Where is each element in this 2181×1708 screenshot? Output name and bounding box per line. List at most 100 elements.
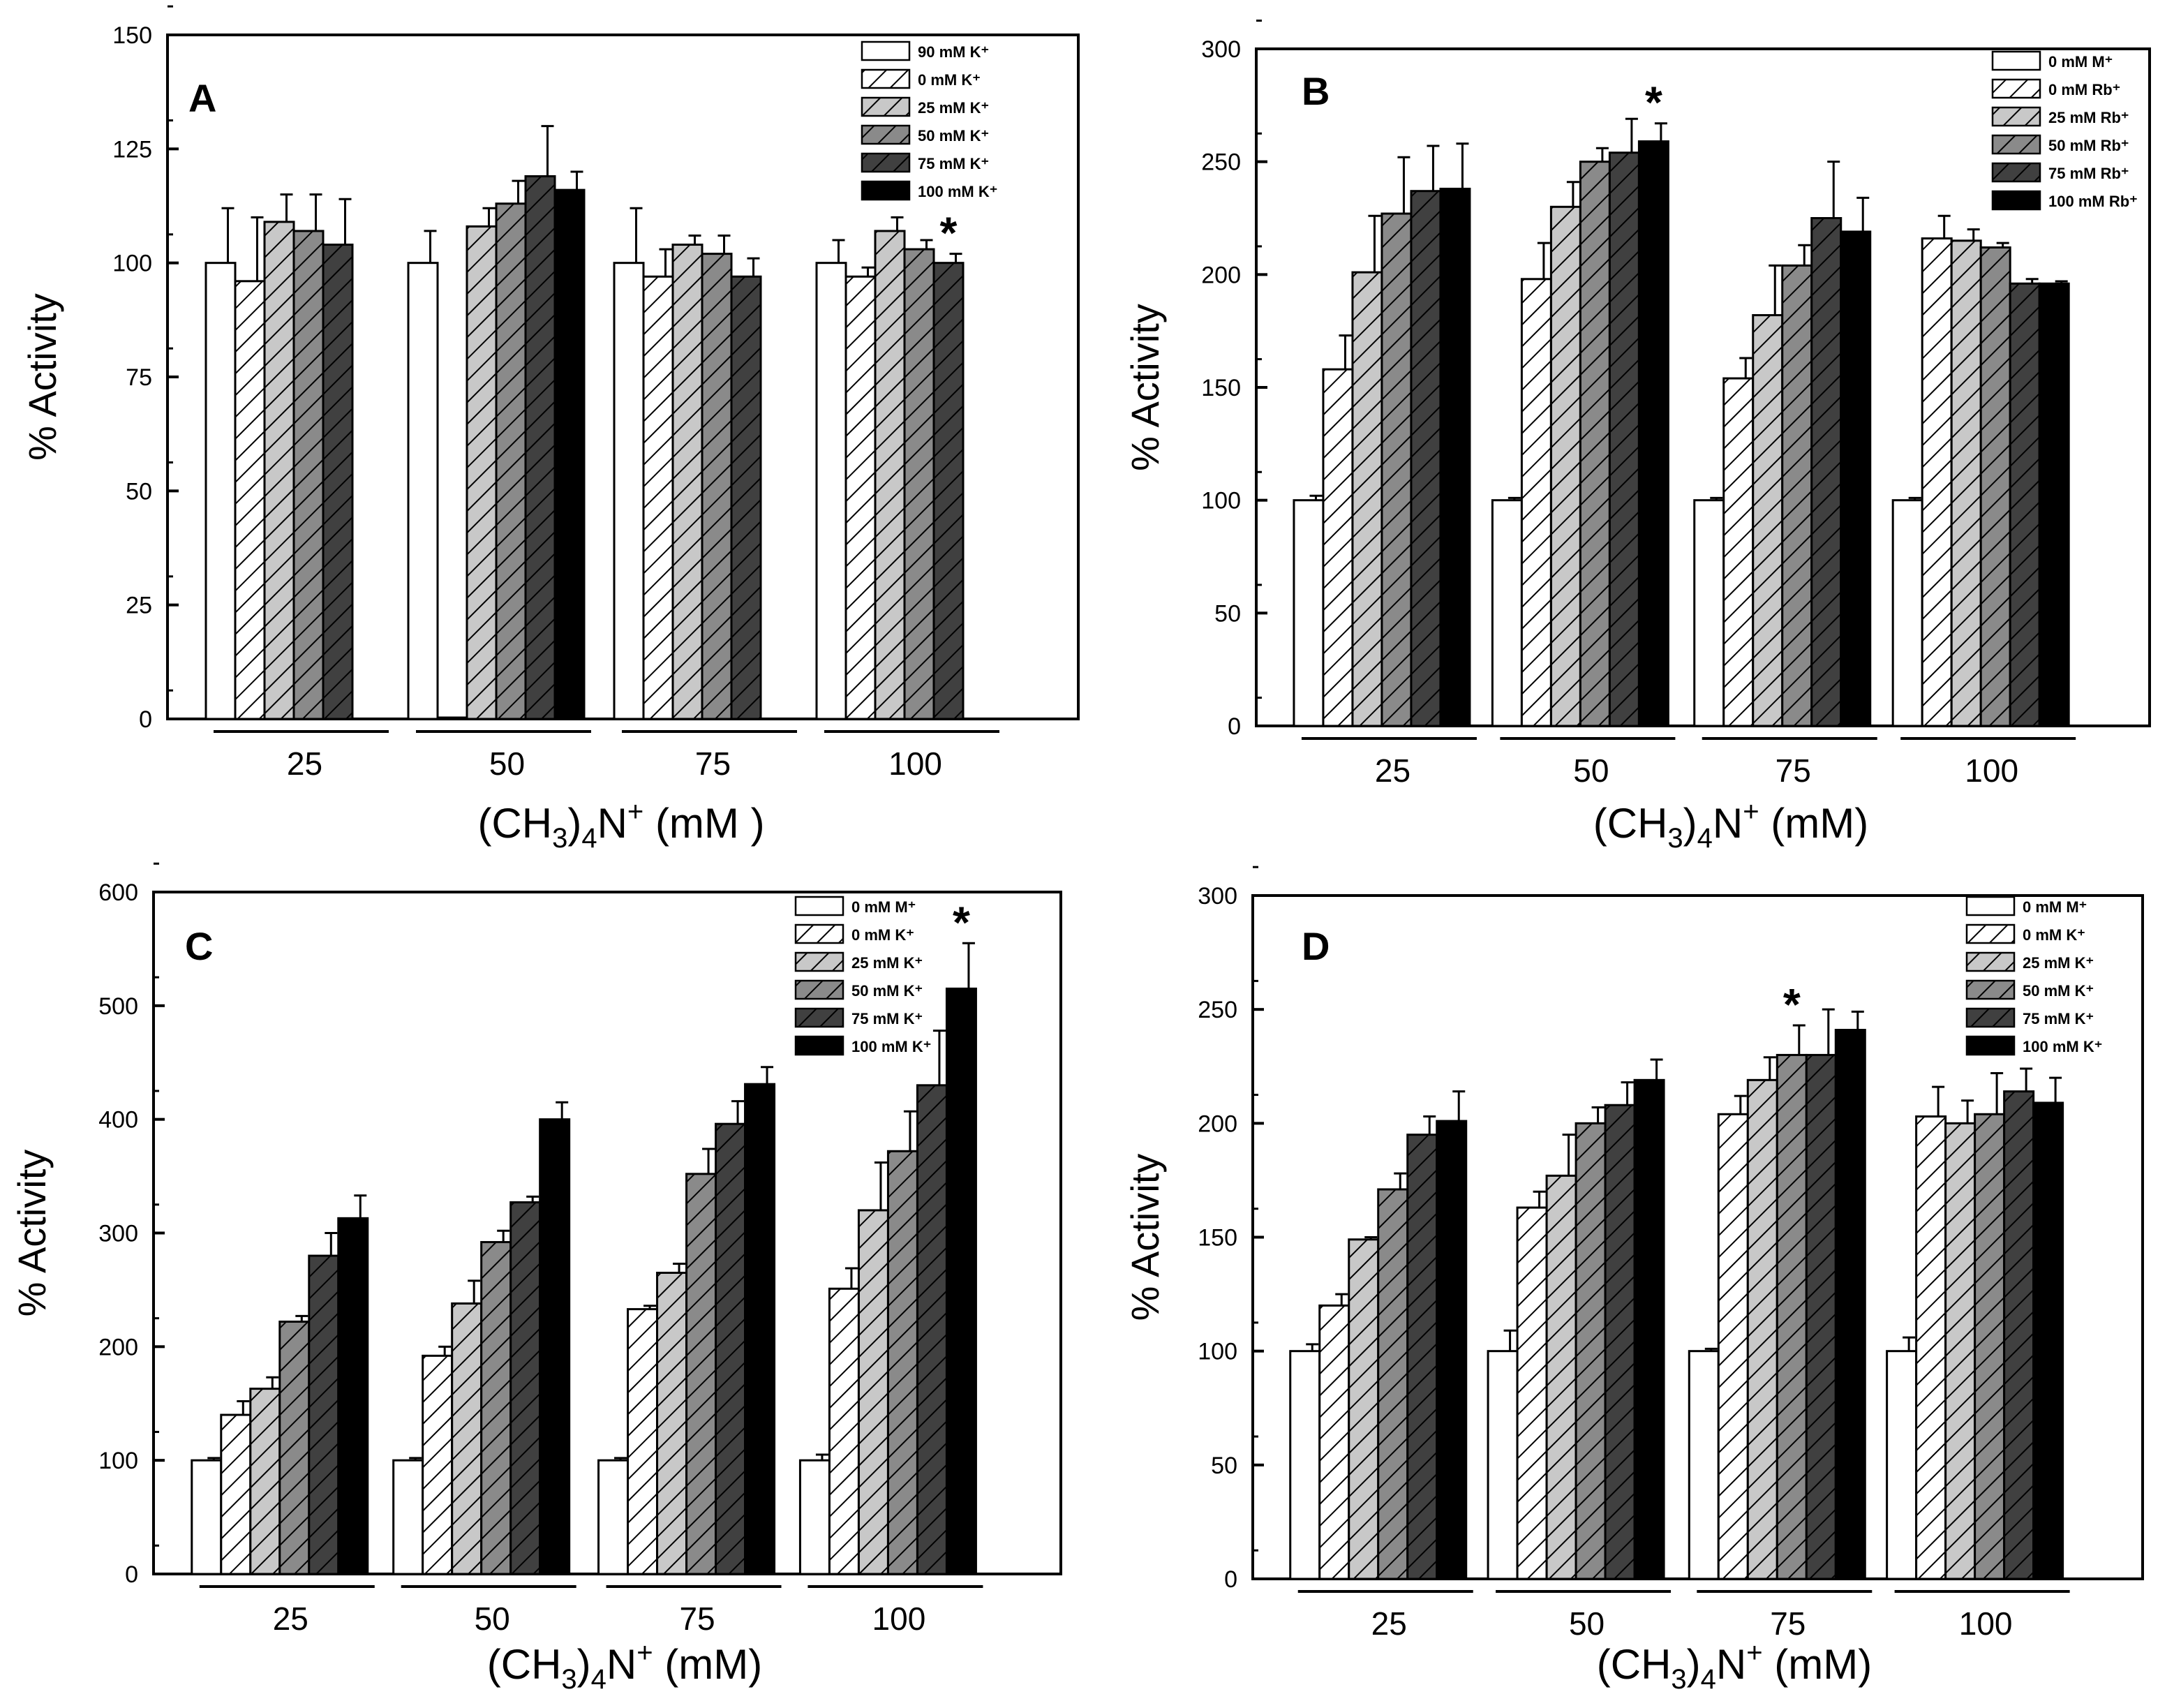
bar — [1633, 1078, 1665, 1580]
bar — [337, 1217, 369, 1575]
bar — [1377, 1188, 1409, 1580]
bar — [2038, 282, 2070, 727]
legend-swatch — [794, 1035, 844, 1056]
y-tick-label: 150 — [112, 22, 152, 49]
bar — [524, 175, 556, 720]
bar — [407, 262, 439, 720]
x-category-label: 75 — [695, 745, 731, 782]
x-axis-title: (CH3)4N+ (mM) — [1593, 796, 1868, 854]
y-tick-label: 0 — [1228, 713, 1241, 740]
bar — [874, 230, 906, 720]
x-axis-title: (CH3)4N+ (mM) — [1597, 1638, 1872, 1695]
bar — [1380, 212, 1413, 727]
x-category-label: 25 — [273, 1601, 308, 1637]
chart-panel-A: 0 25 50 75 100 125 150 A % Activity (CH3)4N+ (mM … — [20, 5, 1080, 854]
bar — [234, 280, 266, 720]
y-tick-label: 150 — [1198, 1225, 1237, 1252]
bar — [1776, 1053, 1808, 1580]
bar — [1604, 1104, 1636, 1580]
y-tick-label: 300 — [98, 1221, 138, 1247]
bar — [509, 1201, 542, 1575]
legend-swatch — [1965, 979, 2016, 1000]
y-tick-label: 300 — [1201, 36, 1241, 63]
bar — [730, 275, 762, 720]
legend-label: 0 mM Rb⁺ — [2048, 81, 2120, 98]
bar — [1579, 161, 1611, 727]
bar — [597, 1459, 630, 1575]
x-category-label: 100 — [888, 745, 942, 782]
y-tick-label: 100 — [98, 1448, 138, 1474]
bar — [1950, 239, 1982, 727]
legend-swatch — [1965, 951, 2016, 972]
legend-label: 100 mM K⁺ — [918, 183, 997, 200]
legend-swatch — [1965, 923, 2016, 944]
bar — [1549, 205, 1581, 727]
bar — [2003, 1090, 2035, 1580]
y-axis-title: % Activity — [20, 293, 64, 461]
bar — [1834, 1029, 1866, 1580]
y-tick-label: 0 — [125, 1561, 138, 1588]
y-tick-label: 50 — [1211, 1453, 1237, 1479]
x-category-label: 25 — [1371, 1605, 1407, 1642]
legend-label: 75 mM K⁺ — [918, 155, 989, 172]
legend-label: 25 mM K⁺ — [2023, 954, 2094, 972]
bar — [480, 1241, 512, 1575]
y-tick-label: 300 — [1198, 883, 1237, 909]
bar — [1979, 246, 2011, 727]
bar — [1351, 271, 1383, 727]
bar — [1840, 230, 1872, 727]
bar — [798, 1459, 831, 1575]
legend-label: 75 mM K⁺ — [2023, 1010, 2094, 1027]
y-axis-title: % Activity — [1123, 1154, 1167, 1321]
legend-label: 0 mM K⁺ — [918, 71, 981, 89]
panel-letter: D — [1302, 924, 1330, 968]
bar — [308, 1254, 340, 1575]
significance-asterisk: * — [940, 208, 958, 258]
legend-label: 90 mM K⁺ — [918, 43, 989, 61]
legend-label: 25 mM K⁺ — [918, 99, 989, 117]
bar — [1348, 1238, 1380, 1580]
bar — [539, 1118, 571, 1575]
legend-swatch — [1965, 896, 2016, 916]
bar — [1491, 499, 1523, 727]
bar — [2032, 1101, 2064, 1580]
x-category-label: 50 — [1573, 752, 1609, 789]
bar — [436, 716, 468, 720]
bar — [1974, 1113, 2006, 1580]
bar — [191, 1459, 223, 1575]
y-tick-label: 200 — [98, 1334, 138, 1360]
bar — [249, 1388, 281, 1575]
bar — [495, 202, 527, 720]
bar — [1637, 140, 1669, 727]
legend-swatch — [794, 1007, 844, 1028]
bar — [916, 1084, 948, 1575]
legend-label: 50 mM K⁺ — [851, 982, 923, 1000]
chart-panel-D: 0 50 100 150 200 250 300 D % Activity (CH3)4N+ (m… — [1123, 866, 2144, 1695]
legend-label: 50 mM Rb⁺ — [2048, 137, 2129, 154]
legend-label: 0 mM K⁺ — [851, 926, 914, 944]
bar — [1722, 377, 1755, 727]
legend-label: 100 mM K⁺ — [2023, 1038, 2102, 1055]
x-category-label: 100 — [872, 1601, 926, 1637]
bar — [701, 253, 733, 720]
y-tick-label: 25 — [126, 593, 152, 619]
bar — [1915, 1115, 1947, 1580]
x-category-label: 100 — [1965, 752, 2018, 789]
legend-label: 0 mM M⁺ — [2023, 898, 2087, 916]
legend-label: 0 mM M⁺ — [851, 898, 916, 916]
bar — [828, 1287, 860, 1575]
panel-letter: A — [188, 76, 216, 120]
bar — [642, 275, 674, 720]
legend-swatch — [1991, 162, 2041, 183]
y-tick-label: 250 — [1201, 149, 1241, 176]
legend-label: 0 mM M⁺ — [2048, 53, 2113, 70]
legend-label: 0 mM K⁺ — [2023, 926, 2085, 944]
legend: 0 mM M⁺ 0 mM K⁺ 25 mM K⁺ 50 mM K⁺ 75 mM K⁺ 10… — [794, 896, 931, 1056]
bar — [903, 248, 935, 720]
legend-swatch — [861, 152, 911, 173]
bar — [1545, 1174, 1577, 1580]
bar — [1516, 1206, 1548, 1580]
legend-swatch — [1991, 50, 2041, 71]
legend-swatch — [794, 923, 844, 944]
significance-asterisk: * — [1783, 979, 1801, 1030]
